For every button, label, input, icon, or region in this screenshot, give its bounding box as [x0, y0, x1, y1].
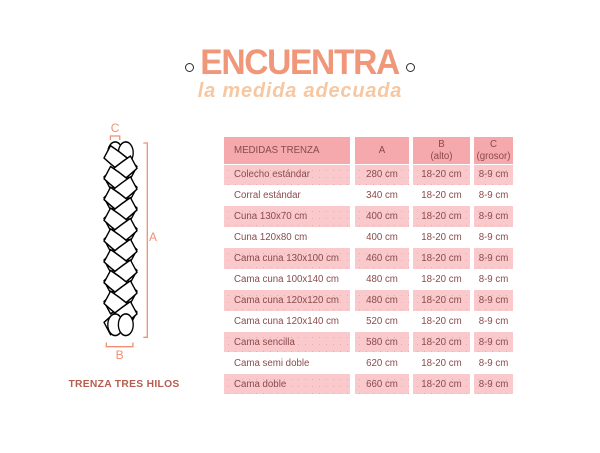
svg-text:B: B [116, 348, 124, 362]
svg-text:C: C [111, 121, 120, 135]
svg-text:A: A [149, 230, 157, 244]
